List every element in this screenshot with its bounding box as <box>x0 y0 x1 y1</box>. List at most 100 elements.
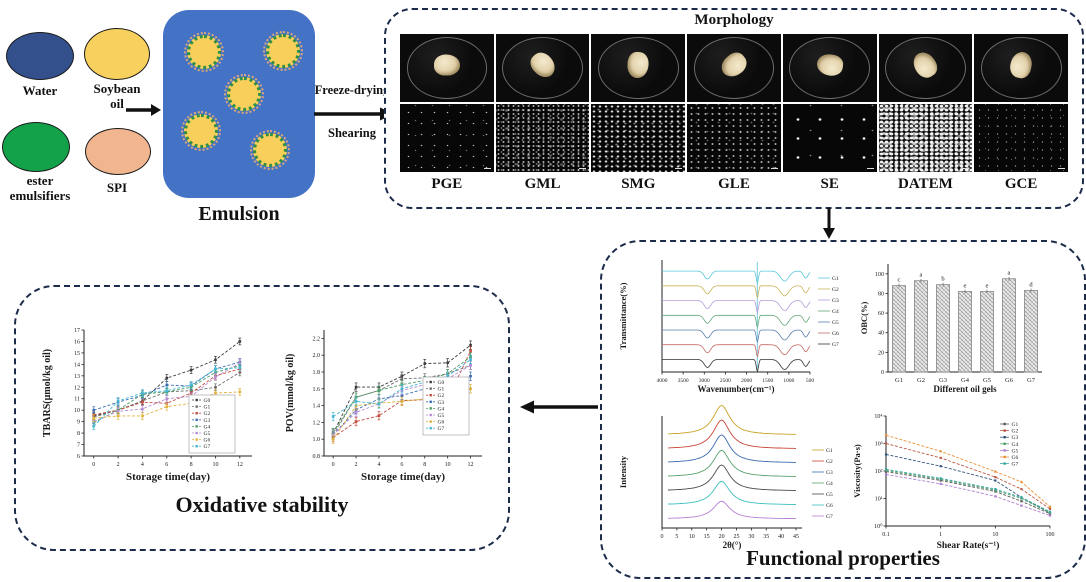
svg-text:10³: 10³ <box>875 442 883 448</box>
ester-emulsifiers-label: ester emulsifiers <box>9 173 71 203</box>
svg-text:100: 100 <box>875 272 884 278</box>
svg-text:3000: 3000 <box>699 378 710 384</box>
svg-text:G4: G4 <box>1012 442 1019 448</box>
svg-text:2: 2 <box>355 462 358 468</box>
soybean-oil-label: Soybean oil <box>93 81 141 111</box>
svg-text:POV(mmol/kg oil): POV(mmol/kg oil) <box>285 354 296 433</box>
svg-text:TBARS(μmol/kg oil): TBARS(μmol/kg oil) <box>42 349 53 437</box>
svg-text:G1: G1 <box>1012 422 1019 428</box>
svg-text:G6: G6 <box>438 420 445 426</box>
oleogel-lump <box>526 48 560 82</box>
petri-dish-photo <box>591 34 686 102</box>
svg-text:9: 9 <box>77 420 80 426</box>
ingredients-to-emulsion-arrow-icon <box>126 104 161 116</box>
svg-text:4: 4 <box>377 462 380 468</box>
xrd-chart: 0 5 10 15 20 25 30 35 40 45 G1 G2 G3 G4 G5 G6 G7 2θ(°) Int… <box>618 405 833 550</box>
svg-text:6: 6 <box>165 462 168 468</box>
svg-text:16: 16 <box>74 339 80 345</box>
svg-text:G5: G5 <box>832 320 839 326</box>
svg-text:1.4: 1.4 <box>313 404 321 410</box>
freeze-drying-label: Freeze-drying <box>314 83 390 97</box>
svg-text:10⁰: 10⁰ <box>874 523 883 530</box>
oleogel-lump <box>1008 50 1035 81</box>
svg-text:15: 15 <box>74 351 80 357</box>
svg-text:2500: 2500 <box>720 378 731 384</box>
micrograph <box>400 104 494 172</box>
morphology-sample-smg: SMG <box>591 34 686 200</box>
oxidative-stability-panel: 6 7 8 9 10 11 12 13 14 15 16 17 0 2 4 6 8 10 12 G0 G1 G2 G3 G4 G… <box>14 285 510 551</box>
svg-text:3500: 3500 <box>678 378 689 384</box>
svg-text:1000: 1000 <box>783 378 794 384</box>
svg-text:G3: G3 <box>826 470 833 476</box>
svg-text:1.6: 1.6 <box>313 387 321 393</box>
ester-emulsifiers-oval <box>2 122 70 172</box>
svg-text:G1: G1 <box>895 377 903 384</box>
svg-text:8: 8 <box>77 431 80 437</box>
morphology-grid: PGE GML SMG GLE SE DATEM GCE <box>400 34 1068 200</box>
svg-text:4000: 4000 <box>657 378 668 384</box>
svg-text:G7: G7 <box>832 342 839 348</box>
oil-droplet-icon <box>184 32 224 72</box>
svg-text:4: 4 <box>141 462 144 468</box>
svg-text:G1: G1 <box>438 387 445 393</box>
svg-text:80: 80 <box>878 291 884 297</box>
petri-dish-photo <box>974 34 1068 102</box>
svg-text:G5: G5 <box>438 413 445 419</box>
functional-properties-panel: 4000 3500 3000 2500 2000 1500 1000 500 G1 G2 G3 G4 G… <box>600 240 1086 579</box>
svg-text:Storage time(day): Storage time(day) <box>361 471 445 483</box>
svg-text:G0: G0 <box>438 380 445 386</box>
morphology-sample-datem: DATEM <box>878 34 973 200</box>
svg-text:2.0: 2.0 <box>313 353 321 359</box>
svg-text:G7: G7 <box>204 444 211 450</box>
svg-text:G7: G7 <box>1012 462 1019 468</box>
svg-text:10: 10 <box>689 534 695 540</box>
svg-text:G7: G7 <box>438 426 445 432</box>
sample-label: GCE <box>1004 176 1038 192</box>
svg-text:7: 7 <box>77 443 80 449</box>
oil-droplet-icon <box>250 130 290 170</box>
svg-text:0: 0 <box>92 462 95 468</box>
sample-label: DATEM <box>898 176 953 192</box>
svg-text:1.2: 1.2 <box>313 420 321 426</box>
svg-text:e: e <box>964 282 967 289</box>
svg-text:40: 40 <box>778 534 784 540</box>
svg-text:G3: G3 <box>204 418 211 424</box>
svg-text:G6: G6 <box>832 331 839 337</box>
svg-text:G4: G4 <box>826 481 833 487</box>
oleogel-lump <box>717 48 751 82</box>
svg-text:OBC(%): OBC(%) <box>859 302 869 335</box>
sample-label: GLE <box>718 176 750 192</box>
svg-text:G1: G1 <box>826 448 833 454</box>
svg-text:G2: G2 <box>826 459 833 465</box>
svg-text:0: 0 <box>332 462 335 468</box>
svg-text:1.8: 1.8 <box>313 370 321 376</box>
oleogel-lump <box>433 54 460 76</box>
petri-dish-photo <box>782 34 877 102</box>
svg-text:d: d <box>1029 282 1033 289</box>
morphology-sample-gml: GML <box>495 34 590 200</box>
svg-text:6: 6 <box>400 462 403 468</box>
svg-text:17: 17 <box>74 328 80 334</box>
petri-dish-photo <box>400 34 494 102</box>
functional-to-oxidative-arrow-icon <box>520 400 598 414</box>
morphology-to-functional-arrow-icon <box>823 208 835 239</box>
svg-text:20: 20 <box>719 534 725 540</box>
morphology-sample-gce: GCE <box>974 34 1068 200</box>
svg-text:10: 10 <box>212 462 218 468</box>
oil-droplet-icon <box>224 74 264 114</box>
svg-text:6: 6 <box>77 454 80 460</box>
micrograph <box>782 104 877 172</box>
emulsion-label: Emulsion <box>198 203 280 225</box>
svg-text:G4: G4 <box>961 377 970 384</box>
micrograph <box>495 104 590 172</box>
svg-text:G7: G7 <box>826 514 833 520</box>
micrograph <box>687 104 781 172</box>
petri-dish-photo <box>878 34 973 102</box>
svg-text:12: 12 <box>74 385 80 391</box>
svg-text:G6: G6 <box>826 503 833 509</box>
svg-text:45: 45 <box>793 534 799 540</box>
soybean-oil-oval <box>84 28 150 80</box>
svg-text:G3: G3 <box>939 377 947 384</box>
svg-text:G2: G2 <box>438 393 445 399</box>
